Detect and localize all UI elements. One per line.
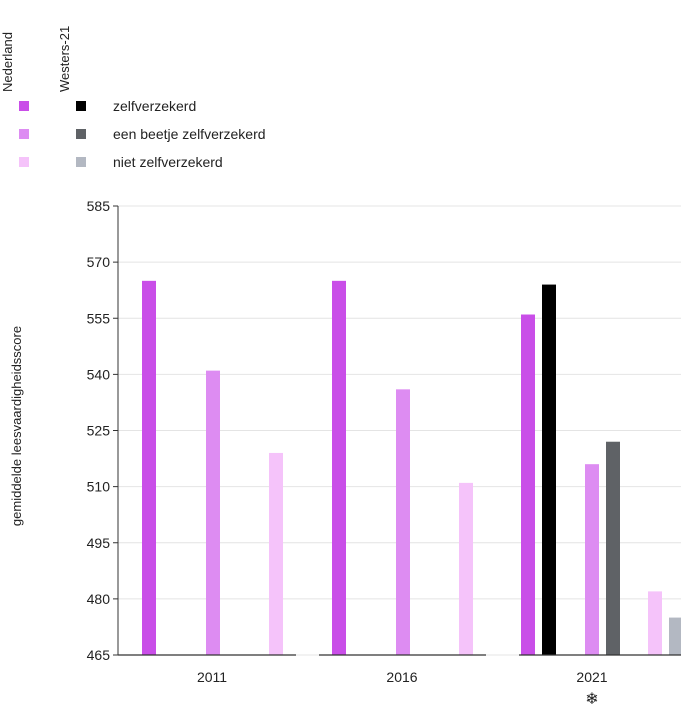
legend-swatch [19, 157, 29, 167]
x-tick-label: 2011 [197, 669, 227, 685]
bar [142, 280, 156, 655]
y-axis: 465 480 495 510 525 540 555 570 585 [87, 198, 119, 663]
bar [269, 452, 283, 655]
legend-column-header: Westers-21 [57, 26, 72, 92]
y-axis-label: gemiddelde leesvaardigheidsscore [9, 326, 24, 526]
bar [206, 370, 220, 655]
bar [542, 284, 556, 655]
y-tick-label: 480 [87, 591, 111, 607]
legend: Nederland Westers-21 zelfverzekerd een beet… [0, 26, 266, 170]
bar [606, 441, 620, 655]
y-tick-label: 495 [87, 535, 111, 551]
legend-swatch [19, 101, 29, 111]
bar [669, 617, 681, 655]
bars [142, 280, 681, 655]
legend-swatch [19, 129, 29, 139]
x-axis: 2011 2016 2021 ❄ [118, 654, 681, 708]
legend-swatch [76, 101, 86, 111]
bar [459, 482, 473, 655]
legend-swatch [76, 129, 86, 139]
x-tick-label: 2016 [386, 669, 417, 685]
legend-label: zelfverzekerd [113, 98, 196, 114]
legend-label: een beetje zelfverzekerd [113, 126, 266, 142]
y-tick-label: 465 [87, 647, 111, 663]
y-tick-label: 540 [87, 366, 111, 382]
bar [396, 389, 410, 655]
bar [585, 464, 599, 655]
snowflake-icon: ❄ [585, 691, 598, 708]
legend-label: niet zelfverzekerd [113, 154, 223, 170]
bar [648, 591, 662, 655]
legend-column-header: Nederland [0, 32, 15, 92]
y-tick-label: 570 [87, 254, 111, 270]
x-tick-label: 2021 [576, 669, 607, 685]
y-tick-label: 555 [87, 310, 111, 326]
y-tick-label: 585 [87, 198, 111, 214]
y-tick-label: 525 [87, 423, 111, 439]
bar [332, 280, 346, 655]
y-tick-label: 510 [87, 479, 111, 495]
legend-swatch [76, 157, 86, 167]
bar [521, 314, 535, 655]
